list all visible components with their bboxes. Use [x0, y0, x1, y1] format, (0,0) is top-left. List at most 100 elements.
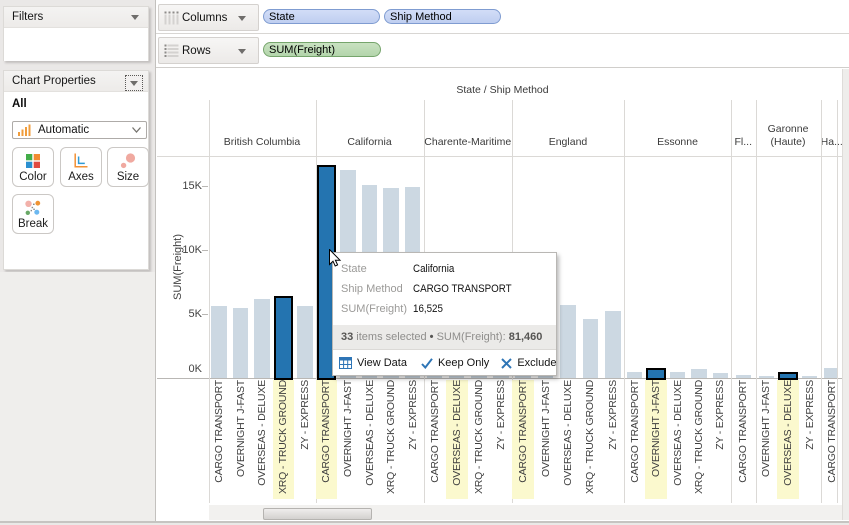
x-axis-label: CARGO TRANSPORT [428, 380, 441, 484]
x-axis-label: CARGO TRANSPORT [628, 380, 641, 484]
keep-only-label: Keep Only [437, 357, 490, 369]
pill-state[interactable]: State [263, 9, 380, 24]
pill-ship-method[interactable]: Ship Method [384, 9, 501, 24]
bar-garonne-haute--zy-express[interactable] [801, 376, 818, 379]
tooltip-row-state: State California [341, 259, 556, 279]
y-tick-mark [202, 378, 208, 380]
chart-properties-menu-button[interactable] [125, 75, 143, 91]
summary-metric-value: 81,460 [508, 331, 543, 343]
tooltip-sum-freight-value: 16,525 [413, 303, 443, 315]
rows-shelf-header[interactable]: Rows [158, 37, 259, 64]
mark-type-label: Automatic [38, 124, 90, 136]
color-button[interactable]: Color [12, 147, 54, 187]
column-header: Charente-Maritime [424, 135, 512, 148]
selected-count: 33 [341, 331, 354, 343]
bar-ha--cargo-transport[interactable] [824, 368, 837, 379]
bar-british-columbia-overseas-deluxe[interactable] [254, 298, 270, 379]
break-button-label: Break [17, 218, 49, 230]
pill-sum-freight[interactable]: SUM(Freight) [263, 42, 381, 57]
vertical-scrollbar[interactable] [842, 69, 849, 520]
y-tick-mark [202, 314, 208, 316]
summary-metric-label: SUM(Freight): [433, 331, 509, 343]
x-axis-label: CARGO TRANSPORT [737, 380, 750, 484]
horizontal-scrollbar-thumb[interactable] [262, 508, 372, 520]
x-axis-label: XRQ - TRUCK GROUND [385, 380, 398, 495]
exclude-button[interactable]: Exclude [501, 357, 556, 369]
tooltip-row-ship-method: Ship Method CARGO TRANSPORT [341, 279, 556, 299]
y-tick-label: 15K [182, 179, 202, 192]
color-button-label: Color [19, 171, 47, 183]
bar-british-columbia-zy-express[interactable] [297, 306, 313, 379]
break-button[interactable]: Break [12, 194, 54, 234]
x-axis-label: ZY - EXPRESS [298, 380, 311, 451]
bar-essonne-zy-express[interactable] [712, 372, 729, 379]
x-label-highlight [445, 380, 468, 500]
color-squares-icon [13, 152, 53, 170]
sidebar-divider [155, 0, 156, 521]
bar-garonne-haute--overnight-j-fast[interactable] [758, 375, 775, 379]
columns-shelf-icon [164, 11, 179, 25]
x-axis-label: OVERSEAS - DELUXE [671, 380, 684, 487]
tooltip-selection-summary: 33 items selected • SUM(Freight): 81,460 [333, 325, 556, 350]
columns-shelf-header[interactable]: Columns [158, 4, 259, 31]
check-icon [421, 357, 433, 369]
x-axis-label: OVERSEAS - DELUXE [562, 380, 574, 487]
column-header: Essonne [657, 135, 698, 148]
x-label-highlight [777, 380, 799, 500]
size-button[interactable]: Size [107, 147, 149, 187]
tooltip-sum-freight-label: SUM(Freight) [341, 303, 408, 315]
caret-down-icon [130, 80, 138, 86]
rows-shelf-caret-icon[interactable] [238, 49, 246, 54]
size-button-label: Size [116, 171, 140, 183]
size-circles-icon [108, 152, 148, 170]
mouse-cursor [329, 249, 342, 267]
chevron-down-icon [132, 127, 141, 133]
pill-ship-method-label: Ship Method [390, 11, 452, 23]
x-axis-label: XRQ - TRUCK GROUND [472, 380, 485, 495]
mark-type-dropdown[interactable]: Automatic [12, 121, 147, 139]
bar-essonne-xrq-truck-ground[interactable] [691, 369, 707, 379]
horizontal-scrollbar[interactable] [208, 504, 842, 520]
column-header: Ha... [821, 135, 843, 148]
x-axis-label: XRQ - TRUCK GROUND [584, 380, 597, 495]
y-tick-label: 5K [188, 307, 202, 320]
chart-properties-panel: Chart Properties All Automatic [3, 70, 149, 270]
bar-england-xrq-truck-ground[interactable] [582, 319, 599, 379]
view-data-button[interactable]: View Data [339, 357, 407, 369]
column-separator [315, 99, 317, 503]
x-axis-label: OVERNIGHT J-FAST [650, 380, 663, 478]
bar-british-columbia-xrq-truck-ground[interactable] [273, 296, 294, 381]
rows-shelf-icon [164, 44, 179, 57]
x-axis-label: ZY - EXPRESS [803, 380, 816, 451]
column-separator [820, 99, 822, 503]
bar-essonne-overseas-deluxe[interactable] [669, 371, 686, 379]
pill-state-label: State [269, 11, 295, 23]
window-bottom-edge [0, 522, 849, 525]
bar-england-zy-express[interactable] [605, 310, 621, 379]
x-axis-label: OVERNIGHT J-FAST [539, 380, 552, 478]
x-axis-label: ZY - EXPRESS [606, 380, 619, 451]
x-axis-label: CARGO TRANSPORT [213, 380, 226, 484]
x-axis-label: OVERSEAS - DELUXE [256, 380, 268, 487]
bar-england-overseas-deluxe[interactable] [560, 305, 576, 379]
bar-essonne-overnight-j-fast[interactable] [646, 367, 666, 381]
bar-garonne-haute--overseas-deluxe[interactable] [778, 372, 798, 381]
axes-button-label: Axes [68, 171, 94, 183]
x-axis-baseline [157, 378, 843, 380]
keep-only-button[interactable]: Keep Only [421, 357, 489, 369]
x-label-highlight [315, 380, 338, 500]
bar-essonne-cargo-transport[interactable] [626, 372, 643, 379]
bullet: • [429, 331, 434, 343]
columns-shelf-caret-icon[interactable] [238, 16, 246, 21]
pill-sum-freight-label: SUM(Freight) [269, 44, 336, 56]
filters-panel-title: Filters [12, 11, 44, 23]
bar-british-columbia-overnight-j-fast[interactable] [232, 307, 249, 379]
header-bottom-line [157, 155, 843, 157]
column-header: California [347, 135, 392, 148]
axes-button[interactable]: Axes [60, 147, 102, 187]
bar-fl--cargo-transport[interactable] [735, 375, 751, 379]
filters-caret-icon[interactable] [131, 15, 139, 20]
sidebar-empty-area [0, 272, 155, 521]
bar-british-columbia-cargo-transport[interactable] [211, 306, 227, 379]
